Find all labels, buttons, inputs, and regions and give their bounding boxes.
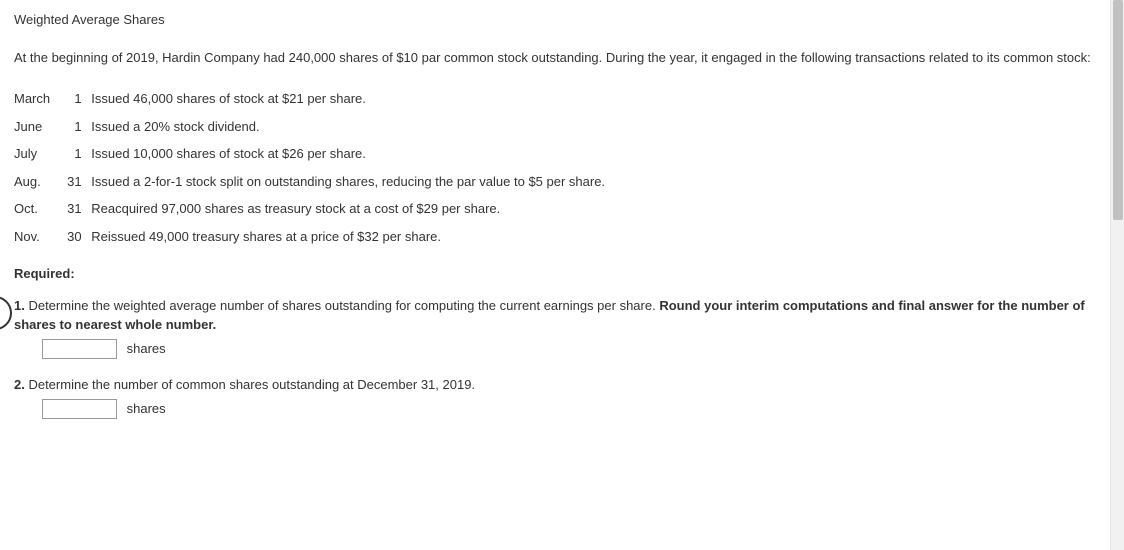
transaction-day: 31 <box>62 199 82 219</box>
transaction-desc: Issued 46,000 shares of stock at $21 per… <box>91 91 366 106</box>
transaction-desc: Issued a 2-for-1 stock split on outstand… <box>91 174 605 189</box>
question-1-answer-row: shares <box>14 339 1106 360</box>
transaction-desc: Reacquired 97,000 shares as treasury sto… <box>91 201 500 216</box>
question-2-answer-row: shares <box>14 399 1106 420</box>
transaction-row: July 1 Issued 10,000 shares of stock at … <box>14 140 1106 168</box>
transaction-row: March 1 Issued 46,000 shares of stock at… <box>14 85 1106 113</box>
question-2: 2. Determine the number of common shares… <box>14 375 1106 419</box>
intro-paragraph: At the beginning of 2019, Hardin Company… <box>14 48 1106 68</box>
transaction-row: Nov. 30 Reissued 49,000 treasury shares … <box>14 223 1106 251</box>
question-1-body: Determine the weighted average number of… <box>25 298 659 313</box>
question-1-text: 1. Determine the weighted average number… <box>14 296 1106 335</box>
question-1: 1. Determine the weighted average number… <box>14 296 1106 360</box>
transaction-month: June <box>14 117 58 137</box>
transaction-day: 30 <box>62 227 82 247</box>
required-label: Required: <box>14 264 1106 284</box>
transaction-row: Aug. 31 Issued a 2-for-1 stock split on … <box>14 168 1106 196</box>
transaction-month: Oct. <box>14 199 58 219</box>
transaction-row: Oct. 31 Reacquired 97,000 shares as trea… <box>14 195 1106 223</box>
question-1-input[interactable] <box>42 339 117 359</box>
transactions-list: March 1 Issued 46,000 shares of stock at… <box>14 85 1106 250</box>
question-2-text: 2. Determine the number of common shares… <box>14 375 1106 395</box>
question-1-unit: shares <box>127 341 166 356</box>
transaction-desc: Issued 10,000 shares of stock at $26 per… <box>91 146 366 161</box>
page-title: Weighted Average Shares <box>14 10 1106 30</box>
question-2-unit: shares <box>127 401 166 416</box>
transaction-day: 31 <box>62 172 82 192</box>
transaction-day: 1 <box>62 89 82 109</box>
question-2-body: Determine the number of common shares ou… <box>25 377 475 392</box>
vertical-scrollbar[interactable] <box>1110 0 1124 550</box>
question-1-number: 1. <box>14 298 25 313</box>
transaction-row: June 1 Issued a 20% stock dividend. <box>14 113 1106 141</box>
scrollbar-thumb[interactable] <box>1113 0 1123 220</box>
transaction-day: 1 <box>62 144 82 164</box>
transaction-month: March <box>14 89 58 109</box>
question-2-input[interactable] <box>42 399 117 419</box>
transaction-day: 1 <box>62 117 82 137</box>
transaction-desc: Issued a 20% stock dividend. <box>91 119 259 134</box>
transaction-month: Aug. <box>14 172 58 192</box>
page-content: Weighted Average Shares At the beginning… <box>0 0 1124 550</box>
transaction-desc: Reissued 49,000 treasury shares at a pri… <box>91 229 441 244</box>
question-2-number: 2. <box>14 377 25 392</box>
transaction-month: Nov. <box>14 227 58 247</box>
transaction-month: July <box>14 144 58 164</box>
